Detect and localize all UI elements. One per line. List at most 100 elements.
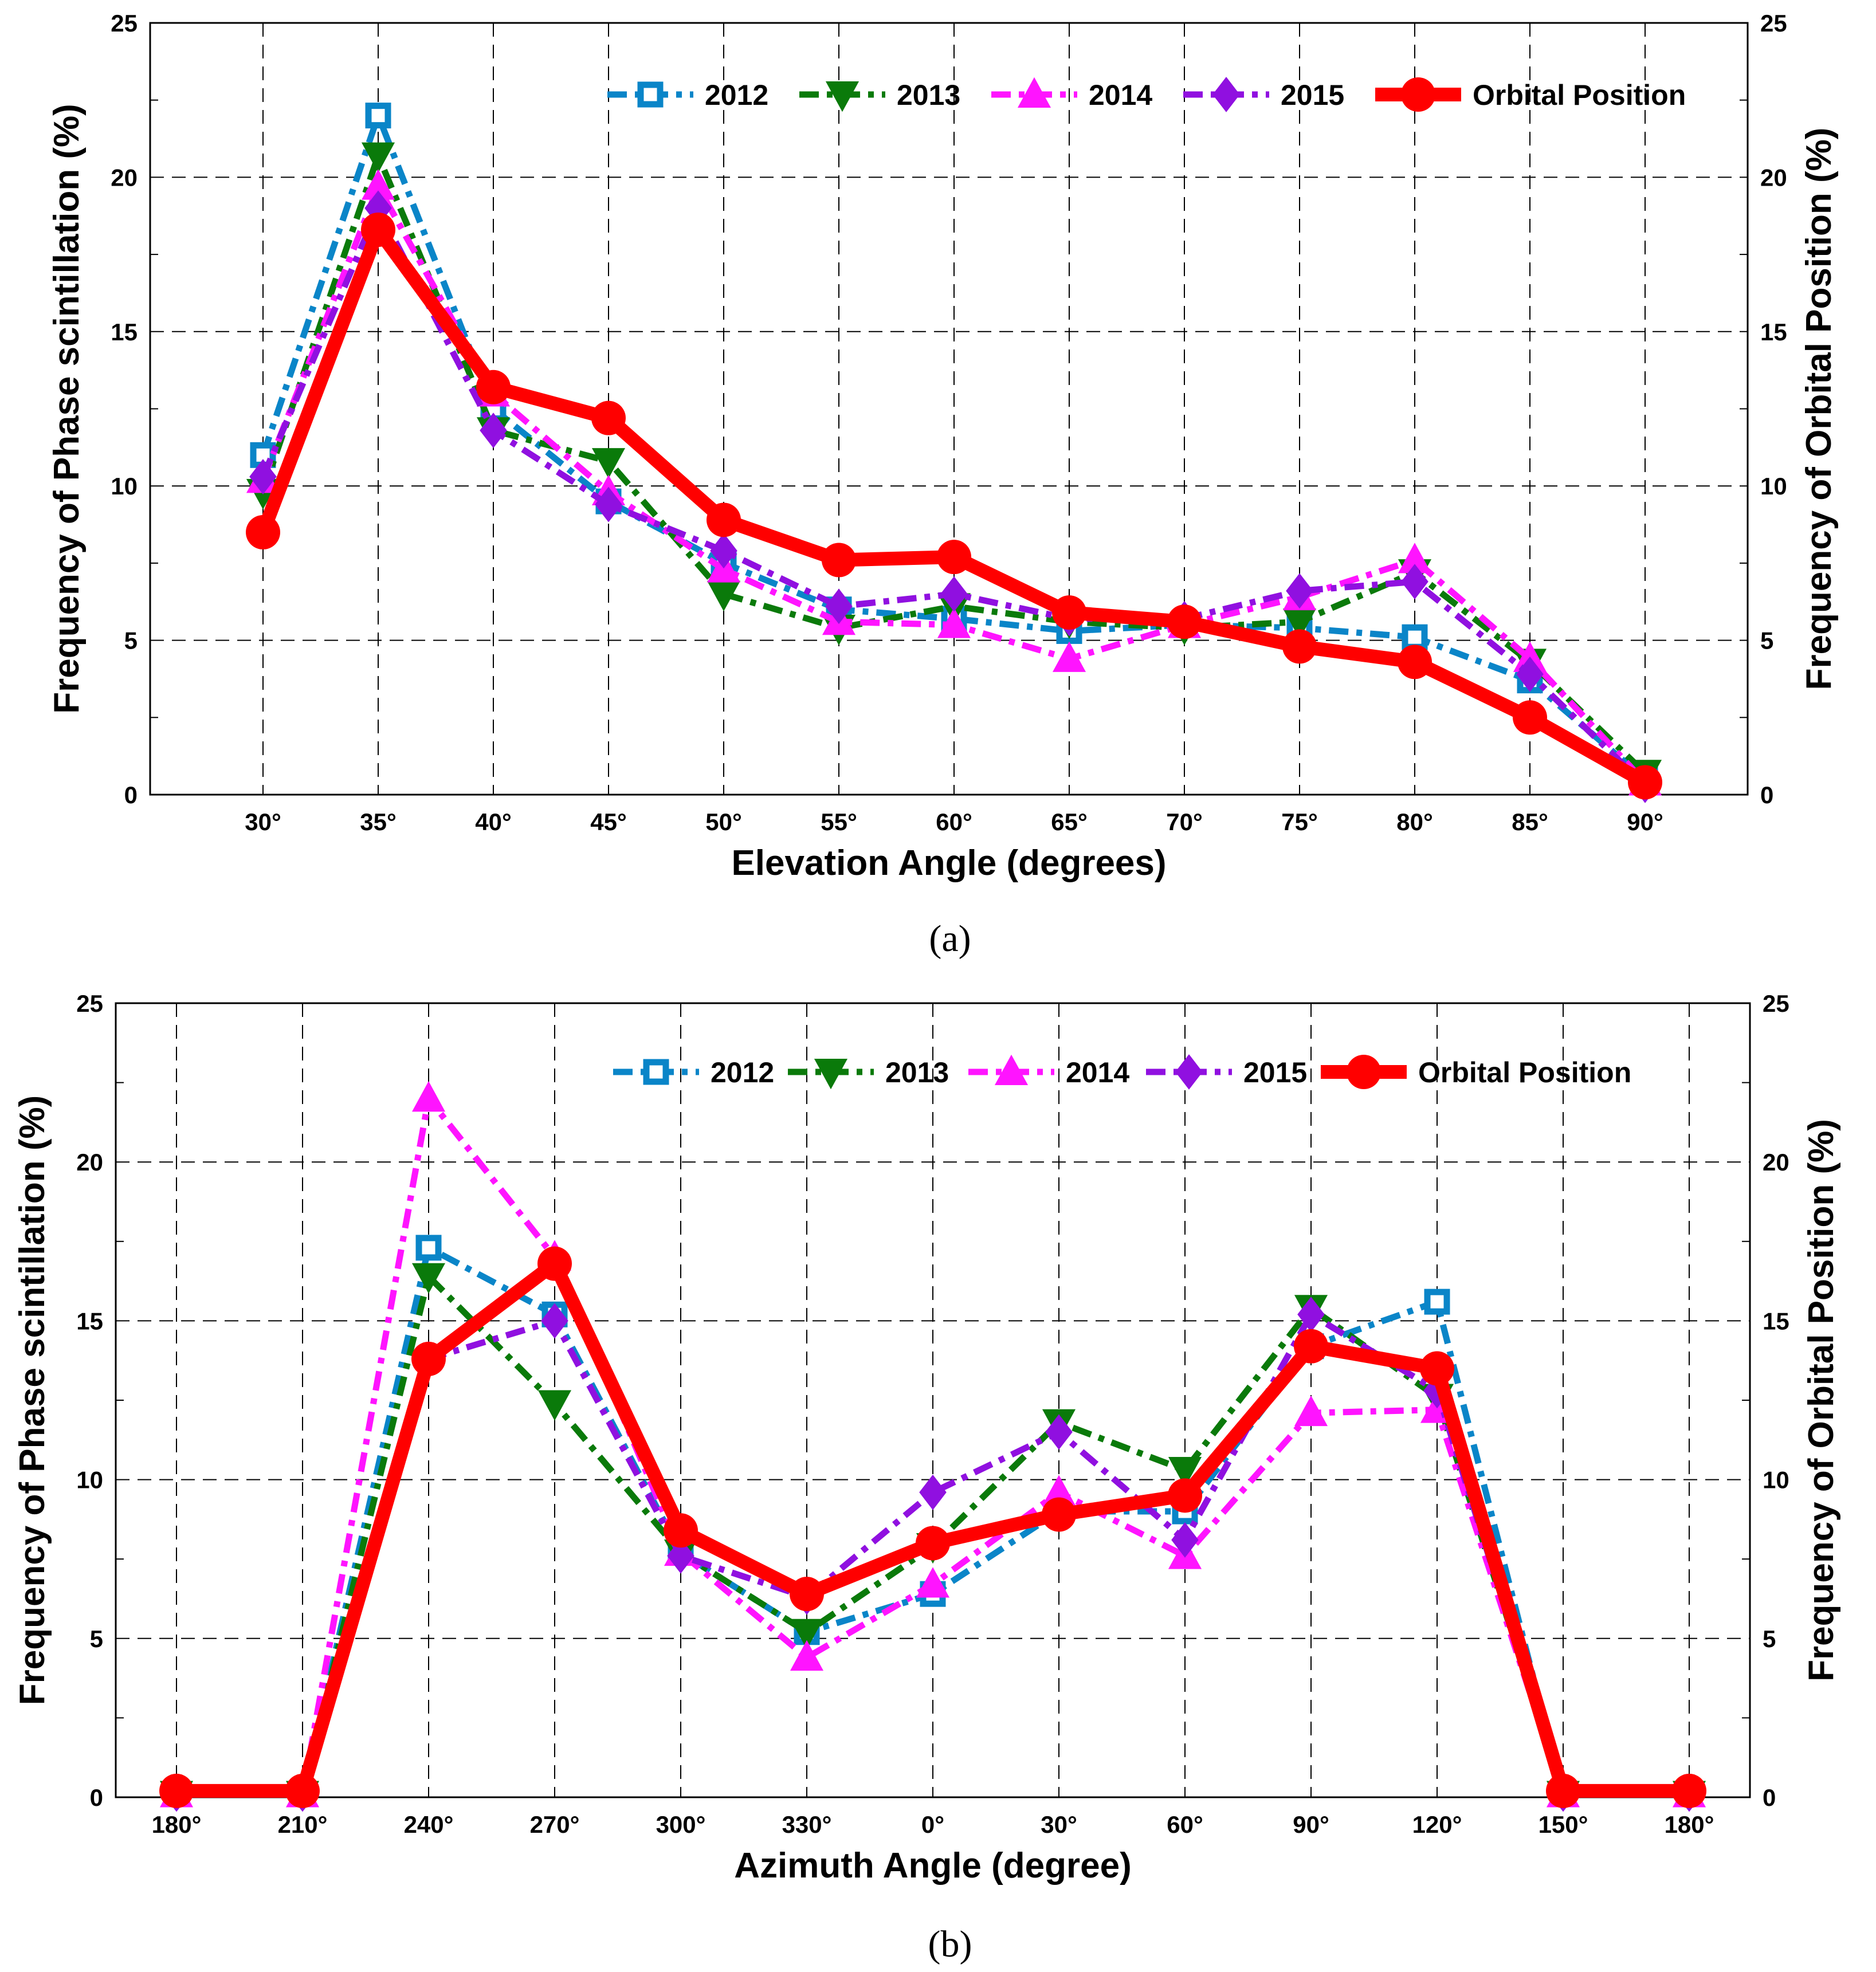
y-axis-title: Frequency of Phase scintillation (%) <box>13 1095 52 1706</box>
data-point <box>1628 765 1662 800</box>
data-point <box>541 1303 568 1339</box>
y2-tick-label: 5 <box>1760 627 1773 654</box>
data-point <box>1546 1773 1580 1808</box>
data-point <box>1424 1289 1450 1315</box>
data-point <box>411 1081 446 1112</box>
legend-label: 2013 <box>885 1056 949 1089</box>
x-tick-label: 150° <box>1539 1811 1588 1838</box>
y-tick-label: 0 <box>90 1784 103 1811</box>
data-point <box>710 533 737 569</box>
y-tick-label: 10 <box>111 473 138 500</box>
data-point <box>591 448 626 479</box>
y2-tick-label: 5 <box>1763 1625 1776 1652</box>
data-point <box>1294 1395 1328 1427</box>
legend-marker <box>825 81 859 112</box>
x-tick-label: 70° <box>1166 808 1203 835</box>
x-tick-label: 90° <box>1293 1811 1329 1838</box>
data-point <box>1168 1456 1202 1488</box>
y-tick-label: 15 <box>76 1307 103 1334</box>
legend-label: 2012 <box>711 1056 774 1089</box>
y-tick-label: 25 <box>76 990 103 1017</box>
figure-caption: (b) <box>928 1923 972 1965</box>
legend-label: 2014 <box>1089 79 1152 111</box>
y2-tick-label: 25 <box>1760 10 1787 37</box>
data-point <box>1171 1522 1199 1558</box>
data-point <box>361 212 395 247</box>
data-point <box>591 400 626 435</box>
y2-axis-title: Frequency of Orbital Position (%) <box>1802 1119 1841 1682</box>
data-point <box>664 1513 698 1548</box>
data-point <box>1672 1773 1706 1808</box>
x-tick-label: 50° <box>705 808 742 835</box>
y2-tick-label: 0 <box>1760 781 1773 808</box>
x-tick-label: 65° <box>1051 808 1088 835</box>
x-tick-label: 330° <box>782 1811 832 1838</box>
data-point <box>916 1526 950 1561</box>
x-tick-label: 60° <box>936 808 972 835</box>
data-point <box>919 1474 947 1510</box>
legend-marker <box>1212 77 1240 112</box>
y-tick-label: 25 <box>111 10 138 37</box>
data-point <box>415 1235 442 1261</box>
legend-marker <box>1401 77 1435 112</box>
x-tick-label: 55° <box>821 808 857 835</box>
x-tick-label: 240° <box>404 1811 454 1838</box>
figure-caption: (a) <box>929 918 971 960</box>
y2-tick-label: 25 <box>1763 990 1789 1017</box>
y-tick-label: 20 <box>111 164 138 191</box>
y2-tick-label: 20 <box>1760 164 1787 191</box>
data-point <box>1052 641 1086 672</box>
data-point <box>1167 604 1202 639</box>
legend-label: 2015 <box>1281 79 1344 111</box>
x-axis-title: Elevation Angle (degrees) <box>731 843 1166 883</box>
data-point <box>937 607 971 638</box>
x-axis-title: Azimuth Angle (degree) <box>734 1846 1132 1885</box>
y2-tick-label: 15 <box>1763 1307 1789 1334</box>
data-point <box>411 1341 446 1376</box>
x-tick-label: 60° <box>1167 1811 1203 1838</box>
x-tick-label: 30° <box>1041 1811 1077 1838</box>
data-point <box>361 142 395 173</box>
data-point <box>790 1577 824 1612</box>
data-point <box>822 543 856 578</box>
data-point <box>1513 700 1547 735</box>
data-point <box>1286 573 1313 609</box>
x-tick-label: 210° <box>278 1811 328 1838</box>
x-tick-label: 300° <box>656 1811 706 1838</box>
legend-marker <box>1347 1055 1381 1089</box>
y-tick-label: 5 <box>124 627 138 654</box>
data-point <box>480 413 507 449</box>
legend-marker <box>643 1059 669 1085</box>
y2-tick-label: 20 <box>1763 1149 1789 1176</box>
x-tick-label: 30° <box>245 808 281 835</box>
chart-b: 0 0 5 5 10 10 15 15 20 20 25 25 180° 210° 240° 270° 300°… <box>13 990 1841 1965</box>
legend-marker <box>1175 1054 1203 1090</box>
x-tick-label: 40° <box>475 808 512 835</box>
data-point <box>790 1619 824 1649</box>
data-point <box>537 1246 572 1281</box>
x-tick-label: 75° <box>1281 808 1318 835</box>
data-point <box>1052 595 1086 630</box>
data-point <box>707 580 741 612</box>
data-point <box>937 540 971 575</box>
data-point <box>246 515 280 550</box>
chart-a: 0 0 5 5 10 10 15 15 20 20 25 25 30° 35° 40° 45° 50° 55° 60… <box>47 10 1839 960</box>
x-tick-label: 80° <box>1396 808 1433 835</box>
data-point <box>1294 1329 1328 1364</box>
data-point <box>1282 608 1317 639</box>
data-point <box>1168 1478 1202 1513</box>
x-tick-label: 35° <box>360 808 397 835</box>
y-tick-label: 20 <box>76 1149 103 1176</box>
data-point <box>790 1640 824 1671</box>
y-tick-label: 5 <box>90 1625 103 1652</box>
y-tick-label: 0 <box>124 781 138 808</box>
data-point <box>159 1773 194 1808</box>
data-point <box>940 576 968 612</box>
data-point <box>537 1390 572 1421</box>
legend-marker <box>814 1059 848 1090</box>
legend-marker <box>1017 77 1051 108</box>
data-point <box>476 370 511 404</box>
data-point <box>1516 656 1544 692</box>
data-point <box>1042 1497 1076 1532</box>
